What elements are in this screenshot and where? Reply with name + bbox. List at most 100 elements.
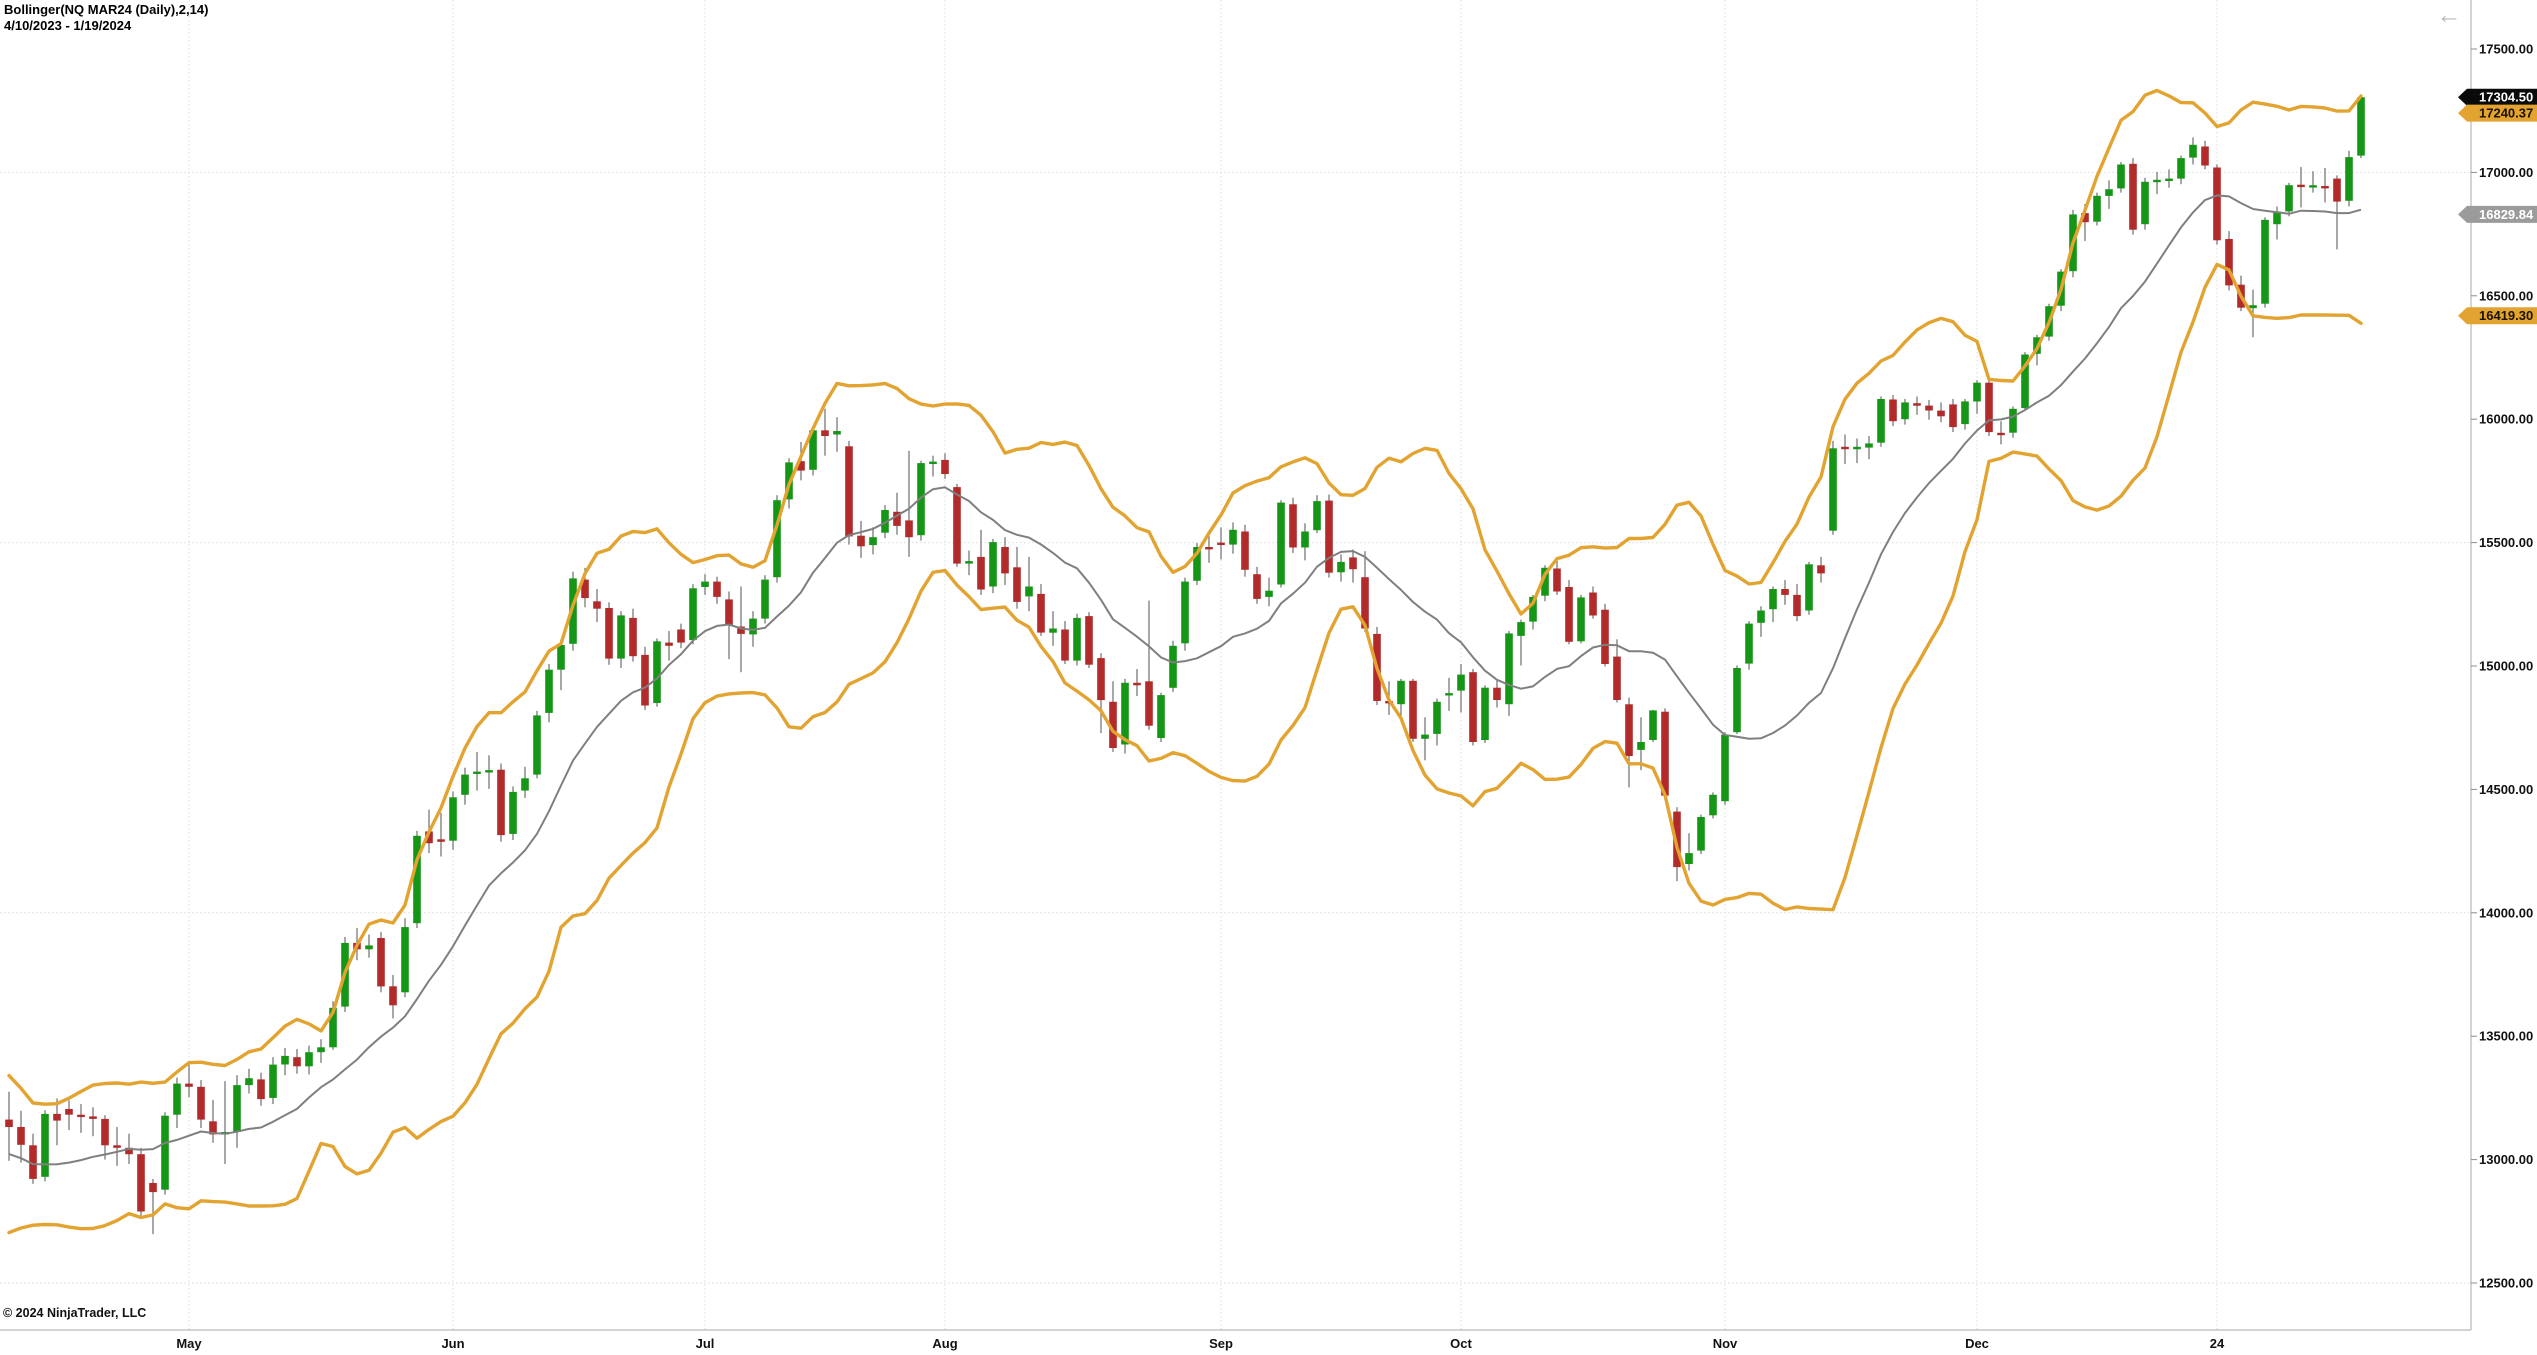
- candle: [1061, 621, 1069, 664]
- candle: [29, 1133, 37, 1184]
- candle: [1049, 611, 1057, 646]
- candle: [1973, 380, 1981, 414]
- candle: [665, 631, 673, 661]
- candle: [1589, 586, 1597, 619]
- candle: [833, 417, 841, 452]
- candle: [2189, 137, 2197, 165]
- candle: [1649, 709, 1657, 742]
- candle: [1745, 621, 1753, 670]
- candle: [929, 455, 937, 477]
- candle: [545, 664, 553, 723]
- candle: [1253, 566, 1261, 604]
- candle: [1829, 440, 1837, 535]
- candle: [2285, 182, 2293, 217]
- candle: [65, 1100, 73, 1130]
- month-label: Dec: [1965, 1336, 1989, 1351]
- price-tag-label: 16419.30: [2479, 308, 2533, 323]
- candle: [893, 492, 901, 535]
- candle: [1889, 395, 1897, 427]
- candle: [1541, 565, 1549, 602]
- candle: [629, 608, 637, 662]
- candle: [1037, 584, 1045, 636]
- candle: [1217, 527, 1225, 560]
- price-tick-label: 14000.00: [2479, 905, 2533, 920]
- bollinger-lower-band: [7, 262, 2363, 1235]
- candle: [233, 1075, 241, 1148]
- candle: [977, 529, 985, 595]
- candle: [2177, 155, 2185, 185]
- candle: [281, 1048, 289, 1076]
- candle: [533, 710, 541, 779]
- candle: [641, 646, 649, 710]
- candle: [1097, 653, 1105, 734]
- candle: [953, 483, 961, 567]
- price-tick-label: 14500.00: [2479, 782, 2533, 797]
- candle: [1025, 556, 1033, 612]
- candle: [1169, 640, 1177, 692]
- price-tag: 16419.30: [2458, 307, 2537, 325]
- candle: [1805, 561, 1813, 615]
- candle: [1301, 523, 1309, 561]
- price-tick-label: 16000.00: [2479, 412, 2533, 427]
- price-tag-label: 16829.84: [2479, 207, 2534, 222]
- candle: [317, 1039, 325, 1063]
- time-axis[interactable]: May Jun Jul Aug Sep Oct Nov Dec 24: [176, 1336, 2225, 1351]
- candle: [2345, 150, 2353, 207]
- candle: [653, 638, 661, 707]
- candle: [257, 1072, 265, 1106]
- candle: [1769, 586, 1777, 623]
- candle: [1685, 833, 1693, 871]
- month-label: Jul: [696, 1336, 715, 1351]
- candle: [1793, 584, 1801, 622]
- candle: [89, 1107, 97, 1137]
- candle: [2021, 352, 2029, 411]
- candle: [1445, 677, 1453, 711]
- candle: [473, 751, 481, 791]
- candle: [2261, 217, 2269, 308]
- month-label: 24: [2210, 1336, 2225, 1351]
- candle: [617, 611, 625, 668]
- candle: [797, 441, 805, 481]
- price-tick-label: 15500.00: [2479, 535, 2533, 550]
- candle: [1625, 697, 1633, 788]
- candle: [605, 602, 613, 665]
- candle: [857, 520, 865, 558]
- candle: [1229, 522, 1237, 554]
- candle: [2153, 171, 2161, 195]
- candle: [1361, 551, 1369, 632]
- candle: [2093, 192, 2101, 226]
- price-tag-label: 17240.37: [2479, 106, 2533, 121]
- candle: [1433, 698, 1441, 746]
- candle: [101, 1115, 109, 1160]
- month-label: Oct: [1450, 1336, 1472, 1351]
- candle: [1157, 692, 1165, 742]
- bollinger-upper-band: [7, 88, 2363, 1106]
- candle: [1637, 717, 1645, 771]
- candle: [293, 1049, 301, 1074]
- candle: [1109, 681, 1117, 752]
- candle: [1337, 554, 1345, 582]
- candle: [761, 575, 769, 624]
- candle: [2321, 168, 2329, 203]
- candle: [1661, 708, 1669, 800]
- price-axis[interactable]: 17500.00 17000.00 16500.00 16000.00 15500.00…: [2471, 42, 2533, 1291]
- copyright-label: © 2024 NinjaTrader, LLC: [3, 1306, 147, 1320]
- candle: [377, 932, 385, 993]
- price-tag: 17240.37: [2458, 104, 2537, 122]
- price-tag: 16829.84: [2458, 205, 2537, 223]
- sma-line: [8, 194, 2362, 1166]
- candle: [1289, 497, 1297, 553]
- candle: [41, 1110, 49, 1182]
- candle: [269, 1057, 277, 1105]
- price-tick-label: 12500.00: [2479, 1276, 2533, 1291]
- candle: [5, 1091, 13, 1161]
- indicator-legend: Bollinger(NQ MAR24 (Daily),2,14) 4/10/20…: [4, 1, 208, 34]
- candle: [1781, 580, 1789, 605]
- back-arrow-icon[interactable]: ←: [2436, 1, 2462, 29]
- candle: [2165, 169, 2173, 188]
- candle: [1817, 556, 1825, 583]
- candle: [1133, 669, 1141, 697]
- candle: [221, 1081, 229, 1164]
